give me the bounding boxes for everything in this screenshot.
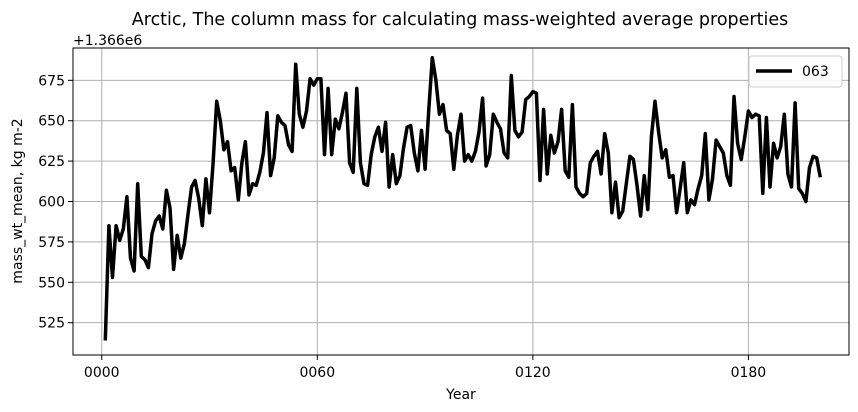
plot-frame [72, 47, 850, 356]
y-axis: 525 550 575 600 625 650 675 [38, 73, 73, 332]
y-offset-label: +1.366e6 [73, 33, 142, 49]
y-tick-label: 525 [38, 316, 65, 332]
y-tick-label: 600 [38, 195, 65, 211]
legend-label-063: 063 [802, 64, 829, 80]
x-tick-label: 0060 [299, 365, 335, 381]
y-tick-label: 650 [38, 114, 65, 130]
series-line-063 [103, 55, 823, 341]
x-axis: 0000 0060 0120 0180 [84, 355, 766, 381]
x-tick-label: 0120 [515, 365, 551, 381]
legend: 063 [748, 55, 843, 88]
y-tick-label: 550 [38, 275, 65, 291]
legend-box [748, 55, 843, 88]
x-tick-label: 0180 [731, 365, 767, 381]
chart-title: Arctic, The column mass for calculating … [132, 10, 788, 30]
series-layer [103, 55, 823, 341]
y-tick-label: 625 [38, 154, 65, 170]
x-tick-label: 0000 [84, 365, 120, 381]
y-tick-label: 575 [38, 235, 65, 251]
x-axis-label: Year [445, 387, 476, 403]
y-tick-label: 675 [38, 73, 65, 89]
y-axis-label: mass_wt_mean, kg m-2 [10, 118, 26, 283]
